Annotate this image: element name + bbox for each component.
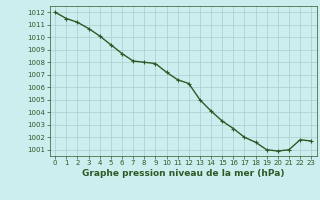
X-axis label: Graphe pression niveau de la mer (hPa): Graphe pression niveau de la mer (hPa) [82,169,284,178]
